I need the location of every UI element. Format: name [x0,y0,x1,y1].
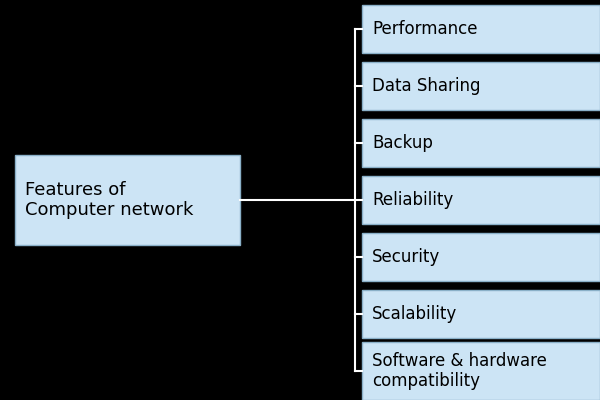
Text: Scalability: Scalability [372,305,457,323]
FancyBboxPatch shape [362,290,600,338]
Text: Performance: Performance [372,20,478,38]
Text: Data Sharing: Data Sharing [372,77,481,95]
FancyBboxPatch shape [362,62,600,110]
Text: Backup: Backup [372,134,433,152]
FancyBboxPatch shape [362,342,600,400]
FancyBboxPatch shape [15,155,240,245]
Text: Software & hardware
compatibility: Software & hardware compatibility [372,352,547,390]
Text: Reliability: Reliability [372,191,453,209]
Text: Features of
Computer network: Features of Computer network [25,181,193,219]
FancyBboxPatch shape [362,119,600,167]
FancyBboxPatch shape [362,176,600,224]
FancyBboxPatch shape [362,5,600,53]
Text: Security: Security [372,248,440,266]
FancyBboxPatch shape [362,233,600,281]
